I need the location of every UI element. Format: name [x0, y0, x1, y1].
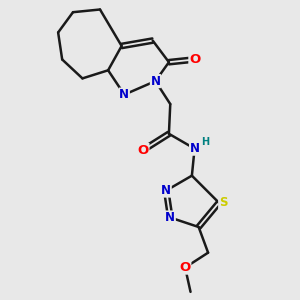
Text: O: O: [138, 143, 149, 157]
Text: N: N: [119, 88, 129, 101]
Text: N: N: [190, 142, 200, 155]
Text: N: N: [165, 211, 175, 224]
Text: S: S: [219, 196, 227, 209]
Text: H: H: [201, 137, 209, 147]
Text: N: N: [161, 184, 171, 197]
Text: O: O: [189, 53, 200, 66]
Text: O: O: [179, 261, 191, 274]
Text: N: N: [150, 75, 161, 88]
